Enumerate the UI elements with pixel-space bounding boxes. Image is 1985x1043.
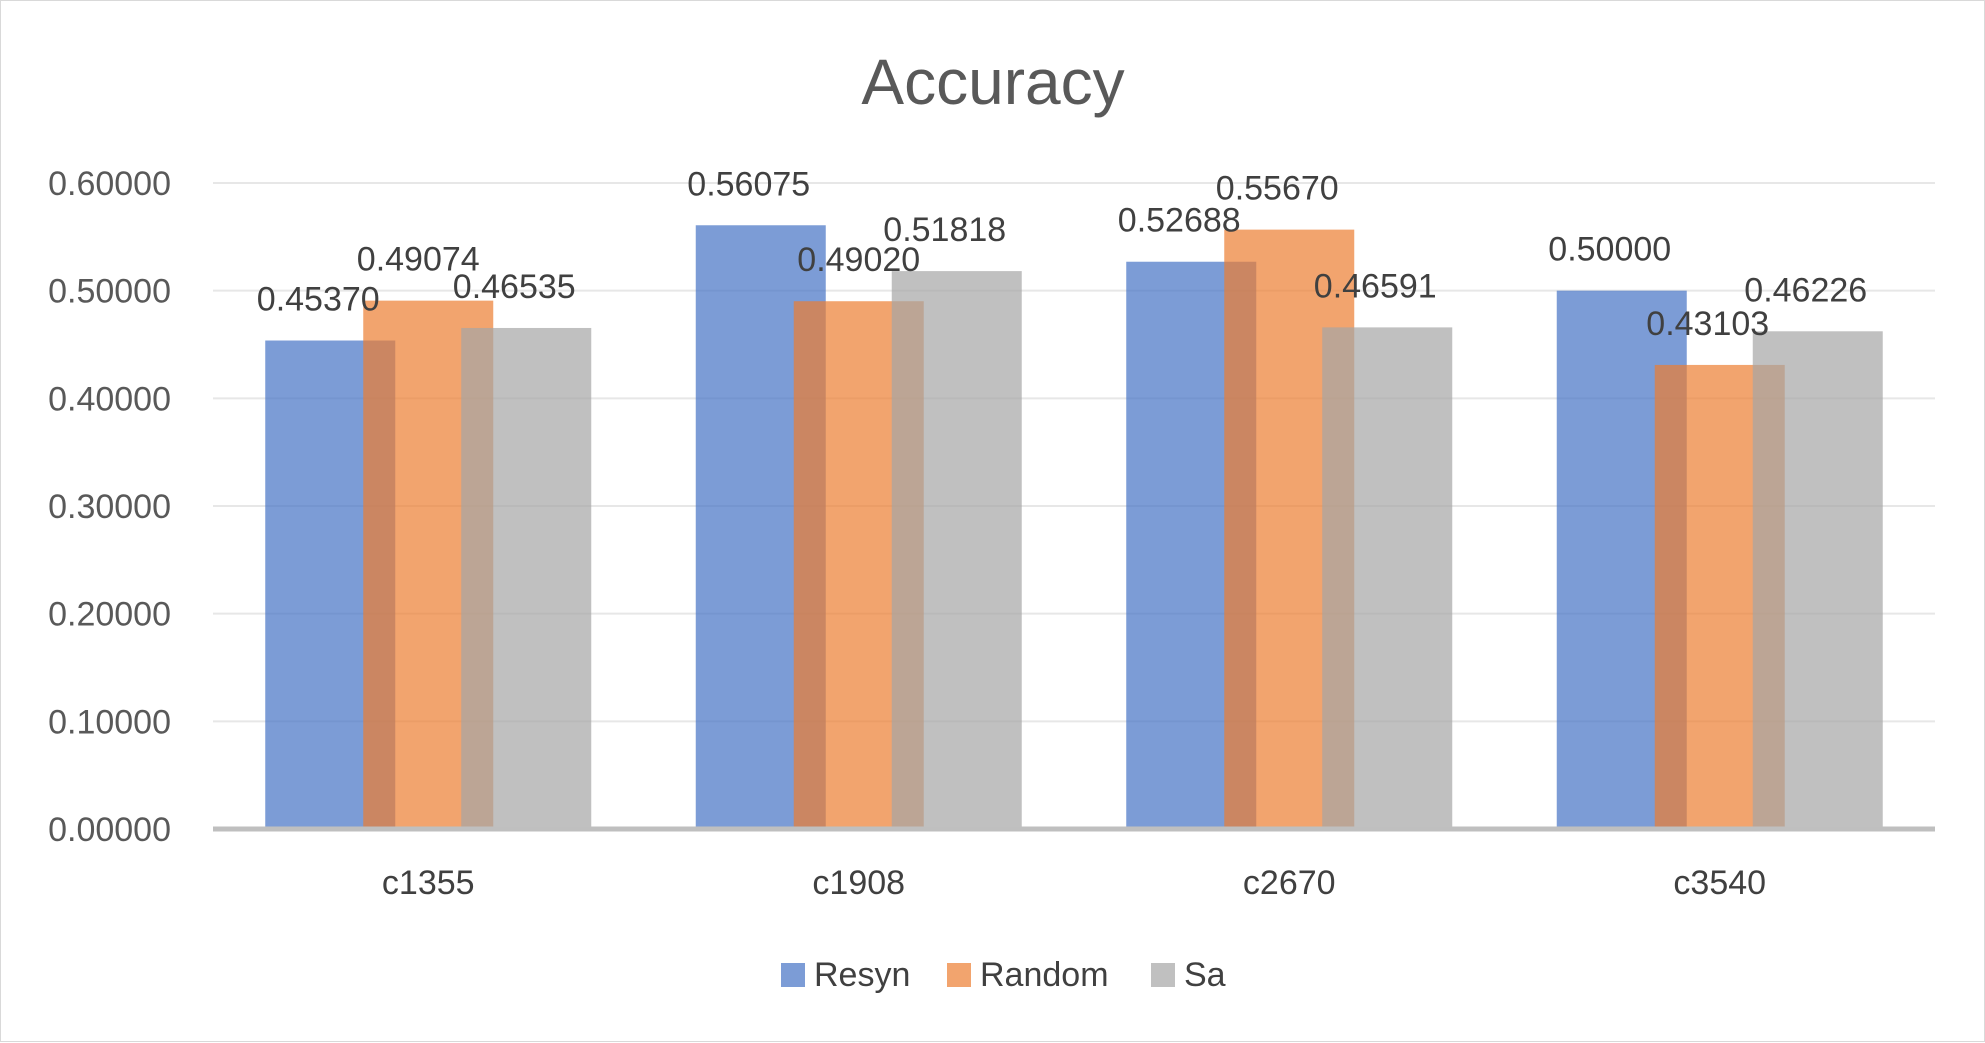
bar-sa-c1908	[891, 271, 1022, 829]
legend-swatch-sa	[1151, 963, 1175, 987]
y-tick-label: 0.60000	[48, 165, 171, 203]
legend: Resyn Random Sa	[781, 956, 1226, 994]
data-label-sa-c1908: 0.51818	[883, 211, 1006, 249]
y-tick-label: 0.30000	[48, 488, 171, 526]
chart-title: Accuracy	[861, 46, 1124, 118]
legend-label-random: Random	[980, 956, 1109, 994]
x-tick-label: c1908	[812, 864, 905, 902]
data-label-resyn-c2670: 0.52688	[1118, 202, 1241, 240]
legend-swatch-random	[947, 963, 971, 987]
y-tick-label: 0.40000	[48, 380, 171, 418]
bars	[265, 225, 1883, 830]
data-label-resyn-c1355: 0.45370	[257, 281, 380, 319]
y-tick-label: 0.20000	[48, 596, 171, 634]
legend-label-resyn: Resyn	[814, 956, 910, 994]
bar-sa-c1355	[461, 327, 592, 829]
data-label-random-c3540: 0.43103	[1646, 305, 1769, 343]
data-label-sa-c1355: 0.46535	[453, 268, 576, 306]
y-axis-ticks: 0.00000 0.10000 0.20000 0.30000 0.40000 0.500…	[48, 165, 171, 849]
bar-sa-c3540	[1752, 331, 1883, 829]
x-tick-label: c3540	[1673, 864, 1766, 902]
data-label-random-c2670: 0.55670	[1216, 170, 1339, 208]
data-label-resyn-c3540: 0.50000	[1548, 231, 1671, 269]
x-axis-categories: c1355 c1908 c2670 c3540	[382, 864, 1766, 902]
data-label-resyn-c1908: 0.56075	[687, 165, 810, 203]
data-label-sa-c3540: 0.46226	[1744, 271, 1867, 309]
y-tick-label: 0.50000	[48, 273, 171, 311]
data-label-sa-c2670: 0.46591	[1314, 267, 1437, 305]
bar-sa-c2670	[1322, 327, 1453, 829]
x-tick-label: c2670	[1243, 864, 1336, 902]
y-tick-label: 0.10000	[48, 703, 171, 741]
legend-swatch-resyn	[781, 963, 805, 987]
data-label-random-c1355: 0.49074	[357, 241, 480, 279]
legend-label-sa: Sa	[1184, 956, 1226, 994]
data-label-random-c1908: 0.49020	[797, 241, 920, 279]
x-tick-label: c1355	[382, 864, 475, 902]
y-tick-label: 0.00000	[48, 811, 171, 849]
